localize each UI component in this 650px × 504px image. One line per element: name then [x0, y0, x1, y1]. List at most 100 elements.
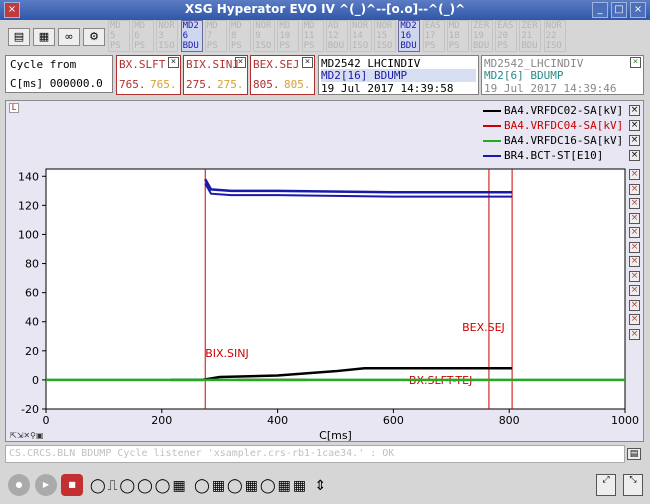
cycle-label: Cycle from — [10, 58, 77, 71]
window-close-right-button[interactable]: × — [630, 2, 646, 18]
cycle-tab[interactable]: NOR 14 ISO — [350, 20, 372, 52]
stop-icon[interactable]: ■ — [61, 474, 83, 496]
signal-close-icon[interactable]: × — [235, 57, 246, 68]
window-maximize-button[interactable]: □ — [611, 2, 627, 18]
cycle-value: C[ms] 000000.0 — [10, 77, 103, 90]
window-titlebar: × XSG Hyperator EVO IV ^(_)^--[o.o]--^(_… — [0, 0, 650, 20]
trace-toggle-icon[interactable]: × — [629, 256, 640, 267]
legend-swatch — [483, 125, 501, 127]
window-minimize-button[interactable]: _ — [592, 2, 608, 18]
cycle-tab[interactable]: ZER 19 BDU — [471, 20, 493, 52]
x-tick-label: 200 — [151, 414, 172, 427]
y-tick-label: 60 — [25, 287, 39, 300]
legend-item[interactable]: BA4.VRFDC04-SA[kV] — [483, 119, 623, 132]
legend-remove-icon[interactable]: × — [629, 150, 640, 161]
cycle-tab[interactable]: ZER 21 BDU — [519, 20, 542, 52]
context-right: MD2542_LHCINDIV MD2[6] BDUMP 19 Jul 2017… — [481, 55, 644, 95]
cycle-tab[interactable]: MD 8 PS — [229, 20, 251, 52]
signal-box: BX.SLFT × 765. 765. — [116, 55, 181, 95]
signal-value-ref: 765. — [150, 78, 177, 91]
context-right-user: MD2542_LHCINDIV — [484, 57, 584, 70]
play-icon[interactable]: ▶ — [35, 474, 57, 496]
x-tick-label: 400 — [267, 414, 288, 427]
cycle-tab[interactable]: NOR 3 ISO — [156, 20, 179, 52]
legend-remove-icon[interactable]: × — [629, 105, 640, 116]
status-clear-icon[interactable]: ▤ — [627, 448, 641, 460]
cycle-tab[interactable]: MD 18 PS — [446, 20, 469, 52]
legend-remove-icon[interactable]: × — [629, 120, 640, 131]
cycle-tab[interactable]: AD 12 BDU — [325, 20, 348, 52]
legend-label: BR4.BCT-ST[E10] — [504, 149, 604, 162]
print-icon[interactable]: ▤ — [8, 28, 30, 46]
mode-icons[interactable]: ◯⎍◯◯◯▦ ◯▦◯▦◯▦▦ ⇕ — [90, 478, 329, 494]
signal-name: BX.SLFT — [119, 58, 166, 71]
settings-icon[interactable]: ⚙ — [83, 28, 105, 46]
panel-tag[interactable]: L — [9, 103, 19, 113]
signal-value: 275. — [186, 78, 213, 91]
chart-svg[interactable]: -20 0 20 40 60 80 100 120 140 0 200 400 600 800 1000 C[… — [6, 101, 645, 443]
trace-toggle-icon[interactable]: × — [629, 227, 640, 238]
trace-toggle-icon[interactable]: × — [629, 299, 640, 311]
legend-remove-icon[interactable]: × — [629, 135, 640, 146]
trace-toggle-icon[interactable]: × — [629, 212, 640, 224]
trace-toggle-icon[interactable]: × — [629, 183, 640, 195]
x-tick-label: 800 — [499, 414, 520, 427]
plot-area — [45, 168, 626, 410]
signal-value-ref: 805. — [284, 78, 311, 91]
cycle-tab[interactable]: NOR 22 ISO — [543, 20, 566, 52]
cycle-tab[interactable]: EAS 20 PS — [495, 20, 518, 52]
window-close-button[interactable]: × — [4, 2, 20, 18]
series-line — [204, 178, 513, 194]
context-right-close-icon[interactable]: × — [630, 57, 641, 68]
y-tick-label: 0 — [32, 374, 39, 387]
toolbar: ▤ ▦ ∞ ⚙ MD 5 PS MD 6 PS NOR 3 ISO MD2 6 BDU MD 7 PS MD 8… — [0, 20, 650, 53]
cycle-tab[interactable]: NOR 9 ISO — [253, 20, 276, 52]
y-tick-label: 40 — [25, 316, 39, 329]
x-tick-label: 1000 — [611, 414, 639, 427]
binoculars-icon[interactable]: ∞ — [58, 28, 80, 46]
signal-box: BEX.SEJ × 805. 805. — [250, 55, 315, 95]
cycle-tab[interactable]: NOR 15 ISO — [374, 20, 397, 52]
marker-label: BEX.SEJ — [462, 321, 505, 334]
cycle-tab[interactable]: MD 5 PS — [108, 20, 130, 52]
cycle-tab[interactable]: MD2 6 BDU — [180, 20, 203, 52]
context-right-time: 19 Jul 2017 14:39:46 — [484, 82, 617, 95]
cycle-tab[interactable]: EAS 17 PS — [422, 20, 445, 52]
snapshot-icon[interactable]: ▦ — [33, 28, 55, 46]
trace-toggle-icon[interactable]: × — [629, 198, 640, 209]
signal-box: BIX.SINJ × 275. 275. — [183, 55, 248, 95]
window-title: XSG Hyperator EVO IV ^(_)^--[o.o]--^(_)^ — [184, 2, 466, 16]
signal-close-icon[interactable]: × — [302, 57, 313, 68]
y-tick-label: 120 — [18, 199, 39, 212]
zoom-out-icon[interactable]: ⤡ — [623, 474, 643, 496]
context-left-cycle: MD2[16] BDUMP — [321, 69, 476, 82]
signal-value: 805. — [253, 78, 280, 91]
trace-toggle-icon[interactable]: × — [629, 169, 640, 180]
y-tick-label: 100 — [18, 228, 39, 241]
context-right-cycle: MD2[6] BDUMP — [484, 69, 564, 82]
legend-item[interactable]: BR4.BCT-ST[E10] — [483, 149, 603, 162]
y-tick-label: -20 — [21, 403, 39, 416]
cycle-tab[interactable]: MD 7 PS — [204, 20, 227, 52]
cycle-tab[interactable]: MD 6 PS — [132, 20, 155, 52]
zoom-in-icon[interactable]: ⤢ — [596, 474, 616, 496]
legend-label: BA4.VRFDC04-SA[kV] — [504, 119, 624, 132]
trace-toggle-icon[interactable]: × — [629, 314, 640, 325]
chart-tools-icon[interactable]: ⇱⇲✕⚲▣ — [10, 431, 44, 440]
marker-label: BIX.SINJ — [205, 347, 249, 360]
trace-toggle-icon[interactable]: × — [629, 241, 640, 253]
y-tick-label: 20 — [25, 345, 39, 358]
trace-toggle-icon[interactable]: × — [629, 285, 640, 296]
chart-panel: L BA4.VRFDC02-SA[kV] × BA4.VRFDC04-SA[kV] ×… — [5, 100, 644, 442]
legend-item[interactable]: BA4.VRFDC02-SA[kV] — [483, 104, 623, 117]
trace-toggle-icon[interactable]: × — [629, 328, 640, 340]
trace-toggle-icon[interactable]: × — [629, 270, 640, 282]
context-left: MD2542_LHCINDIV MD2[16] BDUMP 19 Jul 201… — [318, 55, 479, 95]
legend-item[interactable]: BA4.VRFDC16-SA[kV] — [483, 134, 623, 147]
record-icon[interactable]: ● — [8, 474, 30, 496]
cycle-tab[interactable]: MD2 16 BDU — [398, 20, 421, 52]
cycle-tab[interactable]: MD 10 PS — [277, 20, 300, 52]
signal-name: BEX.SEJ — [253, 58, 300, 71]
cycle-tab[interactable]: MD 11 PS — [301, 20, 324, 52]
signal-close-icon[interactable]: × — [168, 57, 179, 68]
